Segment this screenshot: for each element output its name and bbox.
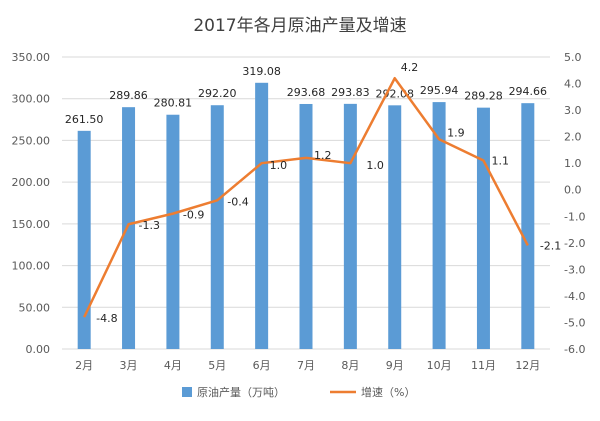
x-tick-label: 8月 [341,359,359,372]
x-tick-label: 3月 [120,359,138,372]
bar-data-label: 319.08 [242,65,281,78]
line-data-label: -4.8 [96,312,117,325]
line-data-label: 1.1 [491,155,509,168]
bar [299,103,313,349]
right-tick-label: 1.0 [564,157,582,170]
right-tick-label: -1.0 [564,210,585,223]
x-tick-label: 5月 [208,359,226,372]
bar-data-label: 289.28 [464,90,503,103]
right-tick-label: 2.0 [564,131,582,144]
bar [166,114,180,349]
line-data-label: 1.0 [270,159,288,172]
right-tick-label: 0.0 [564,184,582,197]
line-data-label: 1.9 [447,126,465,139]
bar [521,103,535,349]
legend-label-line: 增速（%） [361,385,415,399]
x-tick-label: 11月 [471,359,496,372]
line-data-label: -1.3 [139,219,160,232]
x-tick-label: 2月 [75,359,93,372]
line-series: -4.8 -1.3 -0.9 -0.4 1.0 1.2 1.0 4.2 1.9 1.1 -2.1 [83,61,561,325]
bar-data-label: 289.86 [109,89,148,102]
line-data-label: 1.2 [314,149,332,162]
left-tick-label: 50.00 [19,301,51,314]
right-tick-label: -2.0 [564,237,585,250]
bar [388,105,402,349]
right-axis: -6.0 -5.0 -4.0 -3.0 -2.0 -1.0 0.0 1.0 2.0 3.0 4.0 5… [564,51,585,356]
bar-data-label: 293.68 [287,86,326,99]
line-data-label: -2.1 [540,239,561,252]
x-tick-label: 6月 [253,359,271,372]
left-tick-label: 200.00 [12,176,51,189]
left-tick-label: 150.00 [12,218,51,231]
line-data-label: -0.9 [183,209,204,222]
left-tick-label: 300.00 [12,93,51,106]
bar [432,102,446,349]
right-tick-label: 3.0 [564,104,582,117]
bar [210,105,224,350]
right-tick-label: 4.0 [564,78,582,91]
bar-data-label: 292.20 [198,87,237,100]
line-data-label: -0.4 [227,195,248,208]
left-tick-label: 100.00 [12,260,51,273]
right-tick-label: -5.0 [564,316,585,329]
bar [122,107,136,349]
right-tick-label: -6.0 [564,343,585,356]
bar-data-label: 261.50 [65,113,104,126]
left-tick-label: 250.00 [12,134,51,147]
growth-line [83,76,529,318]
bar [476,107,490,349]
legend: 原油产量（万吨） 增速（%） [182,385,415,399]
bar [77,130,91,349]
left-tick-label: 0.00 [26,343,51,356]
right-tick-label: -4.0 [564,290,585,303]
x-tick-label: 10月 [427,359,452,372]
left-tick-label: 350.00 [12,51,51,64]
x-tick-label: 12月 [515,359,540,372]
legend-label-bar: 原油产量（万吨） [197,385,285,399]
right-tick-label: -3.0 [564,263,585,276]
bar [255,82,269,349]
line-data-label: 1.0 [366,159,384,172]
line-data-label: 4.2 [401,61,419,74]
left-axis: 0.00 50.00 100.00 150.00 200.00 250.00 300.00 3… [12,51,51,356]
bar-data-label: 280.81 [154,97,193,110]
right-tick-label: 5.0 [564,51,582,64]
bar-data-label: 295.94 [420,84,459,97]
x-tick-label: 9月 [386,359,404,372]
bars-series: 261.50 289.86 280.81 292.20 319.08 293.68 293.… [65,65,548,350]
legend-swatch-bar [182,387,192,397]
x-tick-label: 4月 [164,359,182,372]
bar [343,103,357,349]
bar-data-label: 293.83 [331,86,370,99]
bar-data-label: 294.66 [509,85,548,98]
chart-title: 2017年各月原油产量及增速 [193,16,406,36]
x-axis: 2月 3月 4月 5月 6月 7月 8月 9月 10月 11月 12月 [75,359,540,372]
x-tick-label: 7月 [297,359,315,372]
